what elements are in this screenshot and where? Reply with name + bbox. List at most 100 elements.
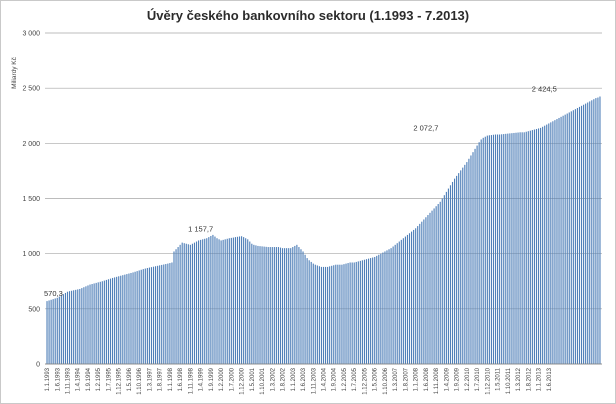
bar [83,287,85,364]
bar [337,264,339,364]
x-tick-label: 1.10.2001 [260,367,266,394]
x-tick-label: 1.1.2008 [414,367,420,391]
bar [372,257,374,364]
bar [572,110,574,364]
bar [48,300,50,364]
bar [380,253,382,364]
bar [236,236,239,364]
y-tick-label: 1 000 [22,251,40,258]
bar [556,119,558,364]
bar [367,258,370,364]
bar [273,247,275,364]
bar [523,132,525,364]
bar [195,241,198,364]
x-tick-label: 1.6.1993 [55,367,61,391]
bar [335,264,337,364]
x-tick-label: 1.2.1995 [96,367,102,391]
bar [580,105,583,364]
x-tick-label: 1.6.2008 [424,367,430,391]
bar [95,282,97,364]
chart-title: Úvěry českého bankovního sektoru (1.1993… [146,8,470,23]
bar [472,152,474,364]
bar [331,265,333,364]
bar [77,289,79,364]
bar [408,233,411,364]
bar [384,251,386,364]
bar [329,266,331,364]
bar [120,275,122,364]
bar [183,243,185,364]
bar [122,275,124,364]
bar [173,251,175,364]
bar [245,238,247,364]
bar [578,106,581,365]
bar [257,245,259,364]
bar [142,269,144,364]
bar [249,241,251,364]
bar [583,104,585,364]
bar [593,99,595,364]
bar [93,283,95,364]
y-tick-label: 0 [36,362,40,369]
bar [492,134,495,364]
bar [521,132,523,364]
bar [181,242,183,364]
bar [427,215,429,364]
bar [519,132,521,364]
bar [224,239,226,364]
bar [71,290,73,364]
x-tick-label: 1.8.2007 [403,367,409,391]
bar [138,270,140,364]
bar [134,271,136,364]
bar [458,173,460,364]
bar [564,114,566,365]
data-label: 2 072,7 [413,123,438,132]
x-tick-label: 1.2.2010 [465,367,471,391]
bar [378,254,380,364]
x-tick-label: 1.11.1998 [188,367,194,394]
bar [286,248,288,364]
bar [103,280,105,364]
bar [247,239,249,364]
bar [449,185,452,364]
bar [292,247,294,364]
bar [486,135,488,364]
bar [327,266,329,364]
bar [454,178,456,364]
bar [421,221,423,364]
bar [60,295,62,364]
bar [435,206,437,364]
bar [562,115,564,364]
bar [155,266,157,364]
bar [189,244,191,364]
bar [130,272,132,364]
bar [114,277,116,364]
bar [234,237,236,364]
bar [527,131,529,364]
bar [537,128,540,364]
bar [402,238,404,364]
bar [351,262,353,364]
bar [208,237,210,364]
x-tick-label: 1.8.2002 [281,367,287,391]
bar [212,234,214,364]
bar [456,175,458,364]
bar [355,261,357,364]
bar [597,97,599,364]
bar [353,262,355,364]
bar [406,234,409,364]
bar [294,245,296,364]
x-tick-label: 1.3.2007 [393,367,399,391]
bar [320,266,323,364]
x-tick-label: 1.3.1997 [147,367,153,391]
bar [167,263,169,364]
bar [310,261,312,364]
bar [445,191,447,364]
bar [75,289,77,364]
bar [339,264,341,364]
bar [497,134,499,364]
bar [165,264,167,364]
bar [288,248,290,364]
bar [365,259,368,364]
